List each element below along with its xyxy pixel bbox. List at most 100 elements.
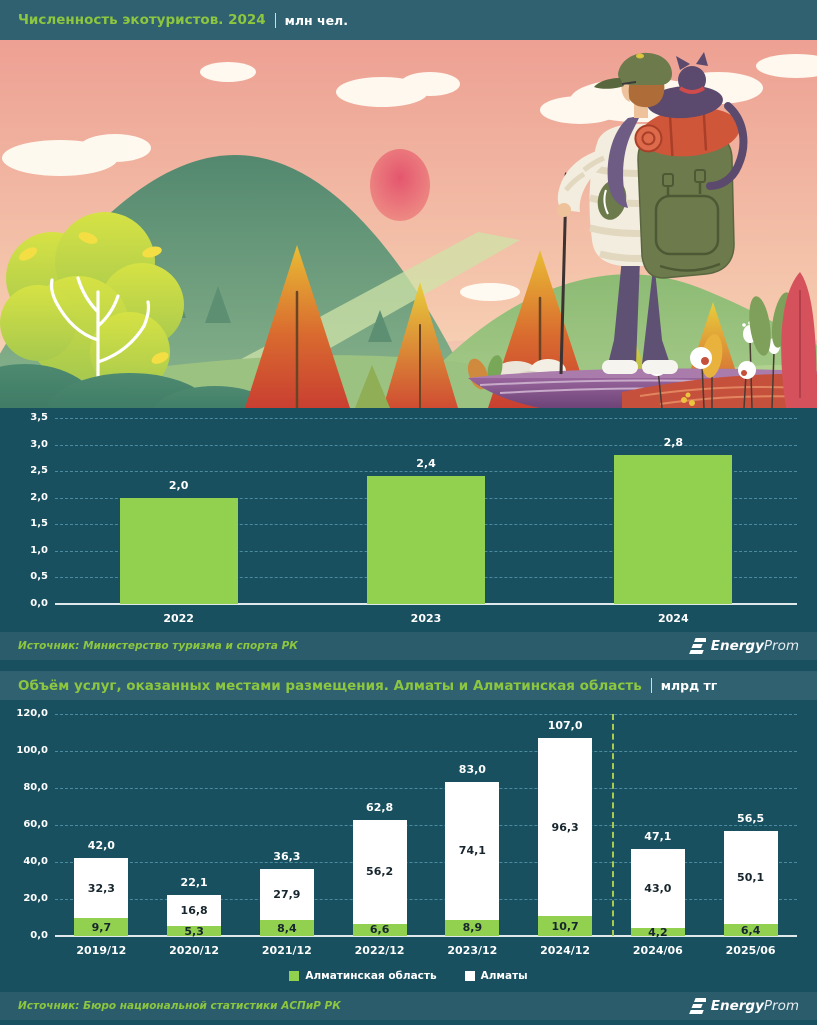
- x-axis-line: [55, 935, 797, 937]
- legend-swatch: [464, 971, 475, 981]
- hiker: [557, 52, 748, 375]
- grid-line: [55, 862, 797, 863]
- chart-legend: Алматинская область Алматы: [0, 970, 817, 982]
- total-value-label: 36,3: [273, 849, 301, 863]
- bar-2023: [367, 476, 485, 604]
- foreground-bushes: [0, 364, 277, 408]
- almaty-value-label: 56,2: [366, 865, 394, 879]
- almaty-value-label: 50,1: [737, 871, 765, 885]
- x-category-label: 2020/12: [169, 944, 220, 957]
- sneaker: [602, 360, 638, 374]
- source-bar-2: Источник: Бюро национальной статистики А…: [0, 992, 817, 1020]
- region-value-label: 8,4: [277, 921, 297, 935]
- region-value-label: 8,9: [462, 921, 483, 935]
- almaty-value-label: 43,0: [644, 881, 672, 895]
- neck: [634, 104, 648, 118]
- hiker-sunset-scene: [0, 40, 817, 408]
- grid-line: [55, 751, 797, 752]
- period-separator-line: [611, 714, 614, 936]
- total-value-label: 83,0: [458, 763, 486, 777]
- trekking-pole: [559, 185, 568, 375]
- cap-visor: [594, 78, 624, 89]
- grid-line: [55, 825, 797, 826]
- almaty-value-label: 74,1: [458, 844, 486, 858]
- x-category-label: 2021/12: [261, 944, 312, 957]
- y-tick-label: 0,5: [30, 571, 48, 583]
- grid-line: [55, 788, 797, 789]
- bar-value-label: 2,0: [168, 478, 189, 492]
- total-value-label: 56,5: [737, 812, 765, 826]
- segment-region-2024/06: [630, 928, 685, 936]
- region-value-label: 9,7: [91, 920, 112, 934]
- legend-item-region: Алматинская область: [289, 970, 437, 982]
- source-text-2: Источник: Бюро национальной статистики А…: [18, 1000, 341, 1012]
- scarf: [607, 116, 640, 208]
- y-tick-label: 120,0: [16, 708, 48, 719]
- y-tick-label: 2,5: [30, 465, 48, 477]
- chart1-header: Численность экотуристов. 2024 млн чел.: [0, 0, 817, 40]
- pants: [608, 258, 670, 364]
- legend-label: Алматинская область: [305, 970, 437, 982]
- y-tick-label: 0,0: [30, 930, 48, 941]
- logo-text-bold: Energy: [710, 998, 764, 1014]
- source-bar-1: Источник: Министерство туризма и спорта …: [0, 632, 817, 660]
- arm: [557, 148, 616, 212]
- region-value-label: 10,7: [551, 919, 579, 933]
- segment-region-2024/12: [538, 916, 593, 936]
- y-tick-label: 100,0: [16, 745, 48, 756]
- region-value-label: 6,6: [369, 923, 390, 937]
- grid-line: [55, 444, 797, 446]
- x-axis-line: [55, 603, 797, 605]
- legend-swatch: [289, 971, 300, 981]
- total-value-label: 42,0: [87, 839, 115, 853]
- segment-region-2023/12: [445, 919, 500, 936]
- segment-almaty-2024/06: [630, 848, 685, 929]
- chart2-header: Объём услуг, оказанных местами размещени…: [0, 671, 817, 700]
- hero-illustration: [0, 40, 817, 408]
- segment-almaty-2021/12: [259, 868, 314, 921]
- segment-almaty-2020/12: [167, 895, 222, 927]
- x-category-label: 2024: [658, 612, 689, 625]
- almaty-value-label: 32,3: [87, 881, 115, 895]
- bar-value-label: 2,8: [663, 436, 684, 450]
- y-tick-label: 60,0: [23, 819, 48, 830]
- grid-line: [55, 899, 797, 900]
- backpack: [637, 133, 735, 279]
- segment-almaty-2024/12: [538, 738, 593, 917]
- segment-almaty-2019/12: [74, 858, 129, 919]
- segment-region-2019/12: [74, 918, 129, 936]
- segment-region-2020/12: [167, 926, 222, 936]
- y-tick-label: 40,0: [23, 856, 48, 867]
- sneaker: [642, 360, 678, 374]
- x-category-label: 2023/12: [447, 944, 498, 957]
- region-value-label: 4,2: [648, 925, 668, 939]
- header-divider: [274, 12, 276, 28]
- grid-line: [55, 418, 797, 419]
- region-value-label: 6,4: [740, 923, 761, 937]
- region-value-label: 5,3: [184, 924, 204, 938]
- header-divider: [650, 678, 652, 693]
- y-tick-label: 20,0: [23, 893, 48, 904]
- hand: [557, 203, 571, 217]
- segment-almaty-2023/12: [445, 782, 500, 920]
- almaty-value-label: 27,9: [273, 888, 301, 902]
- total-value-label: 22,1: [180, 876, 208, 890]
- energyprom-stripes-icon: [688, 638, 706, 654]
- leafy-tree: [0, 212, 184, 408]
- energyprom-stripes-icon: [688, 998, 706, 1014]
- bar-2024: [614, 455, 733, 604]
- logo-text-bold: Energy: [710, 638, 764, 654]
- x-category-label: 2025/06: [725, 944, 776, 957]
- x-category-label: 2024/06: [632, 944, 683, 957]
- y-tick-label: 1,0: [30, 544, 48, 556]
- y-tick-label: 0,0: [30, 598, 48, 609]
- bar-2022: [119, 497, 238, 604]
- segment-almaty-2022/12: [352, 819, 407, 924]
- segment-region-2025/06: [723, 924, 778, 936]
- logo-text-light: Prom: [763, 998, 799, 1014]
- grid-line: [55, 714, 797, 715]
- cliff: [468, 368, 817, 408]
- cap: [618, 52, 672, 85]
- grid-line: [55, 471, 797, 473]
